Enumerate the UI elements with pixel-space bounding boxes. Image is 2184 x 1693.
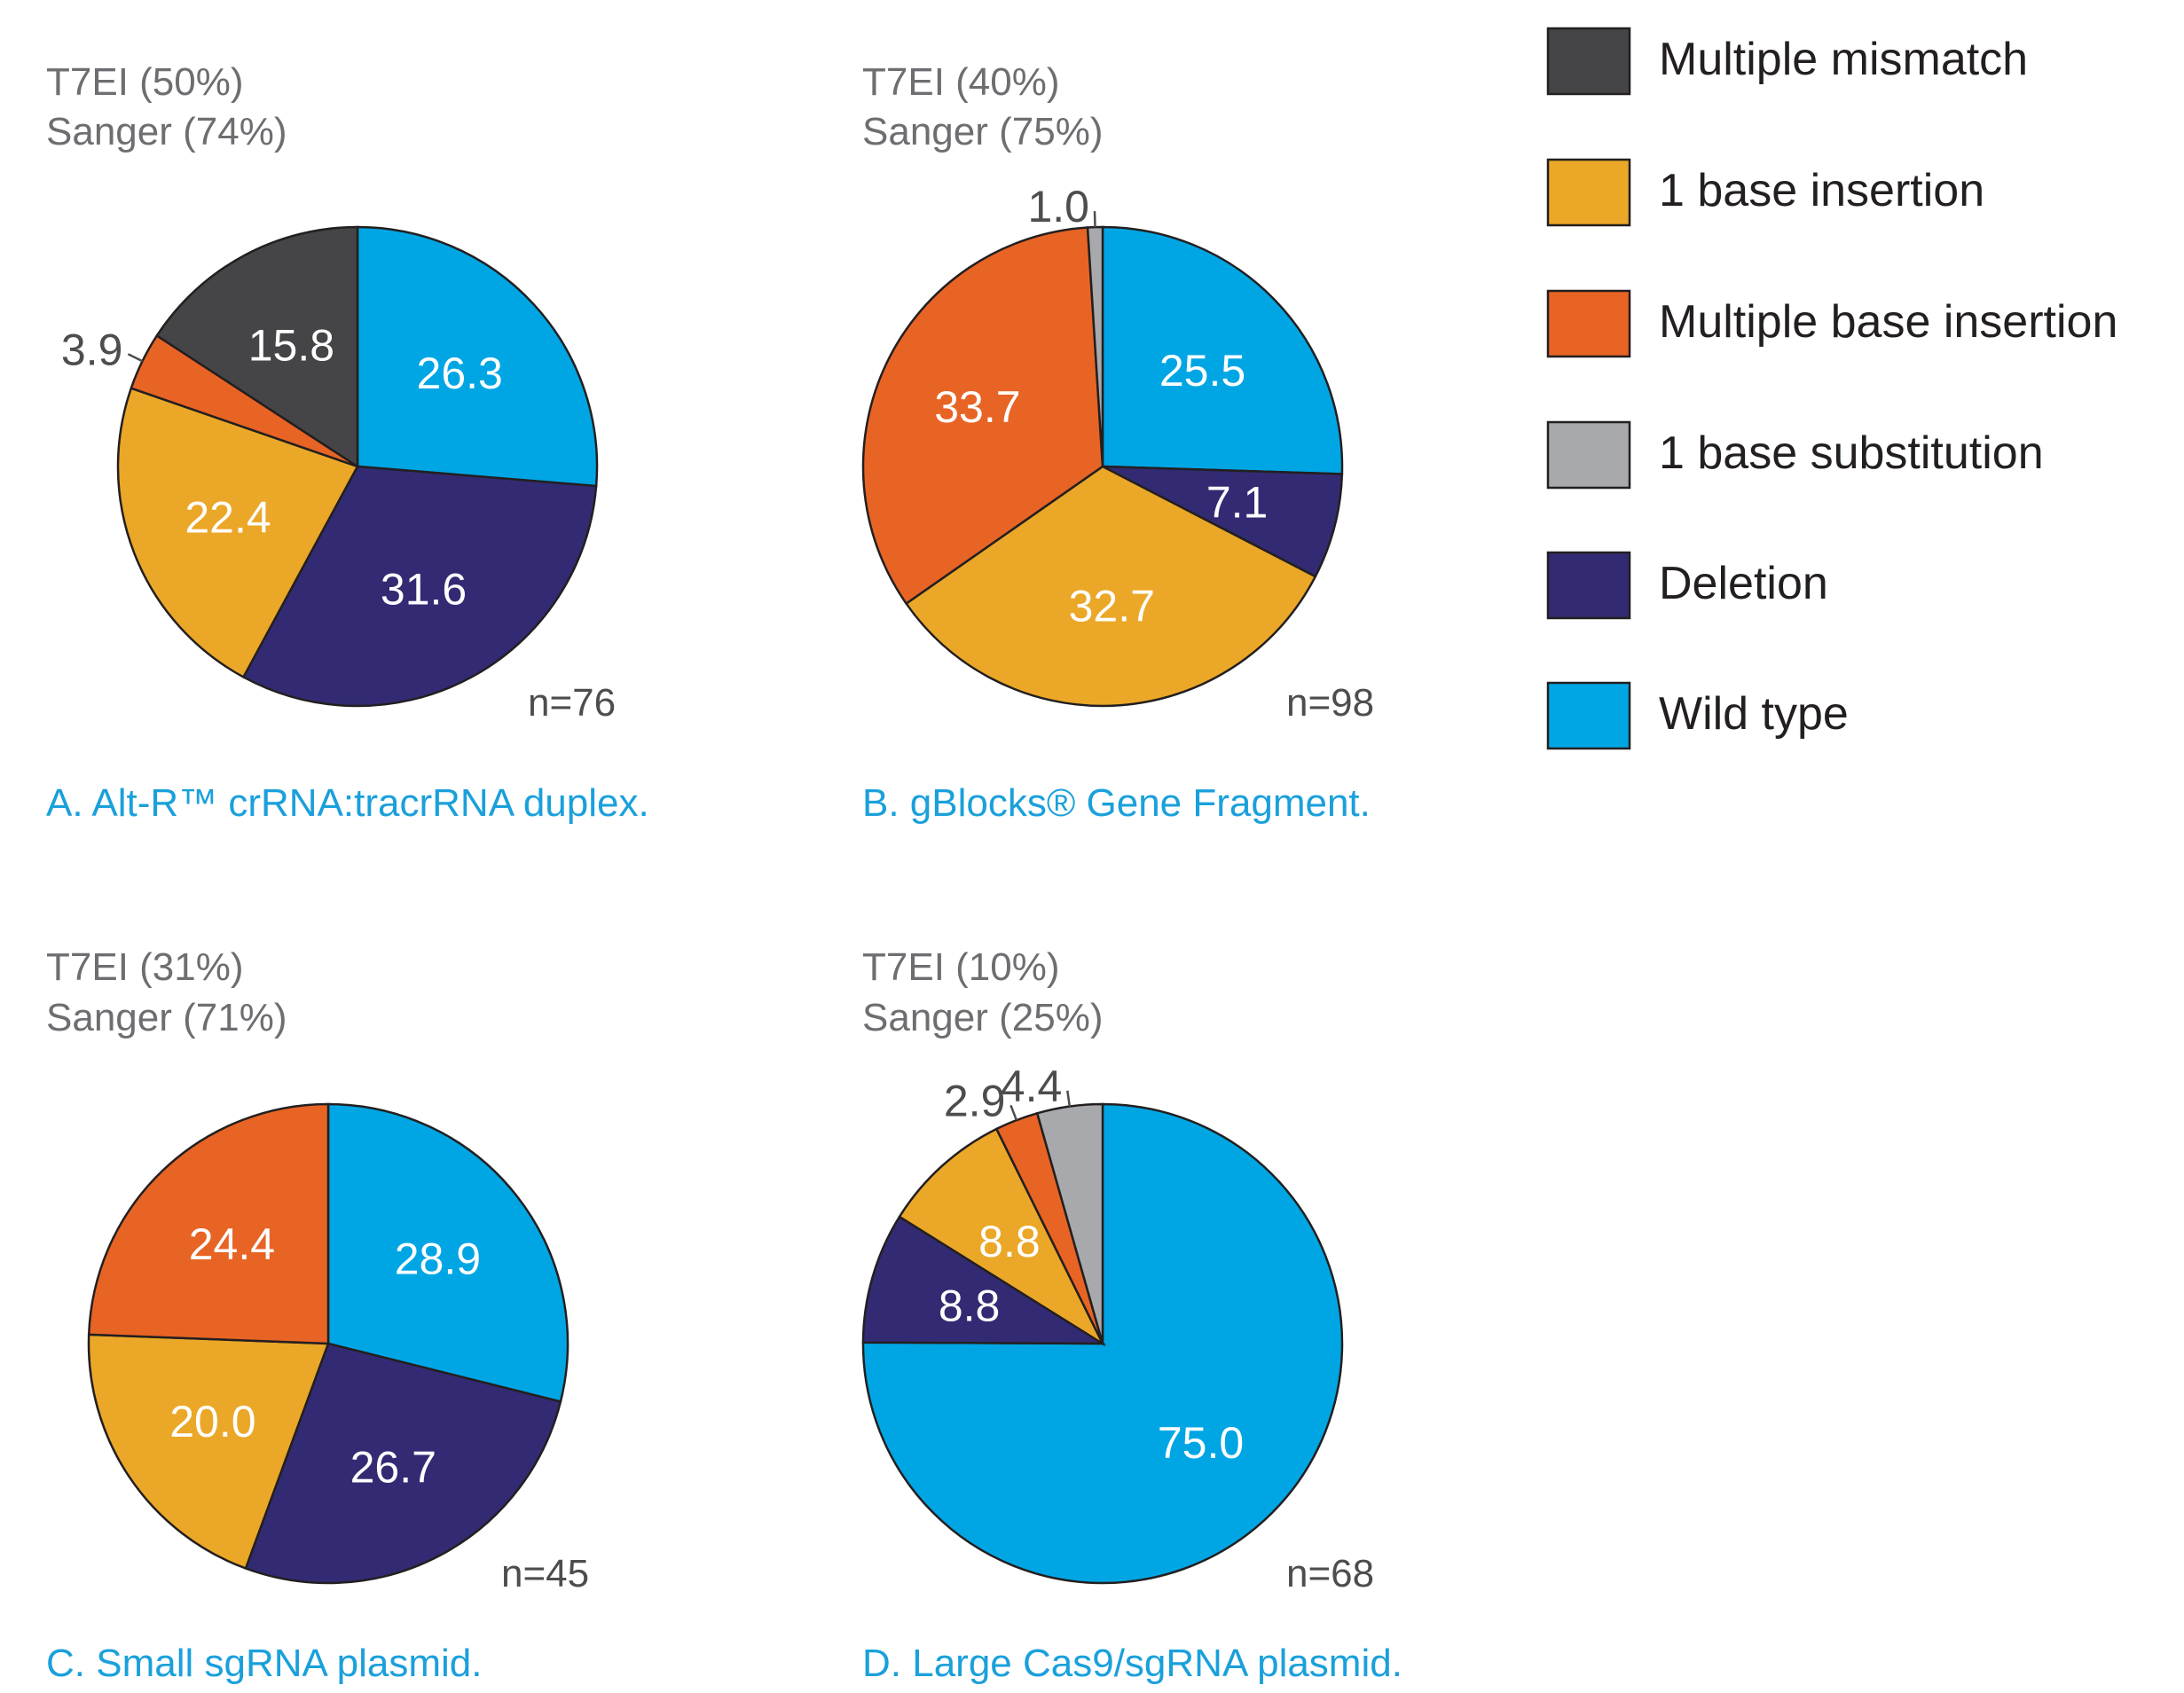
chart-c-sanger: Sanger (71%) [46,996,287,1039]
chart-a: T7EI (50%) Sanger (74%) 26.3 31.6 22.4 3.9 1… [46,60,649,825]
chart-d-caption: D. Large Cas9/sgRNA plasmid. [862,1642,1402,1685]
chart-b: T7EI (40%) Sanger (75%) 25.5 7.1 32.7 33.7 1… [861,60,1374,825]
pie-a-slice-wild-type [356,225,599,488]
chart-b-caption: B. gBlocks® Gene Fragment. [862,781,1371,825]
pie-c-slice-multiple-base-insertion [87,1102,330,1345]
pie-d-leader-one-base-substitution [1066,1090,1072,1107]
pie-b-slice-one-base-insertion [904,465,1317,708]
pie-a-label-deletion: 31.6 [381,565,467,615]
chart-b-n: n=98 [1286,681,1374,725]
legend-label-1-base-substitution: 1 base substitution [1659,427,2044,479]
chart-c: T7EI (31%) Sanger (71%) 28.9 26.7 20.0 24.4… [46,945,589,1685]
legend-label-1-base-insertion: 1 base insertion [1659,165,1984,216]
pie-c-label-deletion: 26.7 [350,1442,436,1492]
pie-a-slice-one-base-insertion [116,387,359,679]
pie-a-slice-deletion [241,465,598,708]
pie-a-label-multiple-mismatch: 15.8 [248,320,334,370]
chart-b-sanger: Sanger (75%) [862,110,1103,153]
pie-a-label-one-base-insertion: 22.4 [185,493,271,543]
chart-d-sanger: Sanger (25%) [862,996,1103,1039]
pie-d-label-one-base-insertion: 8.8 [978,1217,1041,1266]
pie-a-slice-multiple-mismatch [155,225,359,469]
pie-d-label-one-base-substitution: 4.4 [1001,1062,1063,1111]
legend-swatch-multiple-base-insertion [1546,289,1631,358]
pie-a-label-multiple-base-insertion: 3.9 [61,325,123,374]
chart-a-n: n=76 [528,681,616,725]
pie-c-slice-one-base-insertion [87,1333,330,1571]
chart-d: T7EI (10%) Sanger (25%) 75.0 8.8 8.8 2.94.4… [861,945,1402,1685]
chart-d-t7ei: T7EI (10%) [862,945,1060,989]
chart-c-caption: C. Small sgRNA plasmid. [46,1642,482,1685]
legend-swatch-1-base-insertion [1546,158,1631,227]
legend-swatch-wild-type [1546,681,1631,750]
pie-a: 26.3 31.6 22.4 3.9 15.8 [61,225,599,708]
pie-b-label-wild-type: 25.5 [1159,346,1245,396]
pie-c-slice-wild-type [326,1102,570,1404]
pie-b-slice-deletion [1102,465,1344,578]
pie-c-label-one-base-insertion: 20.0 [169,1397,255,1446]
chart-a-caption: A. Alt-R™ crRNA:tracrRNA duplex. [46,781,649,825]
chart-a-t7ei: T7EI (50%) [46,60,244,104]
pie-d-slice-wild-type [861,1102,1344,1585]
pie-d-slice-deletion [861,1215,1107,1345]
pie-b-label-multiple-base-insertion: 33.7 [934,382,1020,432]
legend-label-wild-type: Wild type [1659,688,1849,740]
pie-d-slice-one-base-insertion [898,1127,1106,1347]
chart-d-n: n=68 [1286,1552,1374,1595]
pie-d-label-multiple-base-insertion: 2.9 [944,1076,1006,1125]
pie-b-slice-wild-type [1101,225,1344,475]
pie-b-leader-one-base-substitution [1093,211,1096,228]
pie-b: 25.5 7.1 32.7 33.7 1.0 [861,182,1344,708]
chart-a-sanger: Sanger (74%) [46,110,287,153]
legend-label-multiple-base-insertion: Multiple base insertion [1659,296,2117,348]
pie-b-slice-one-base-substitution [1086,225,1104,467]
pie-b-label-one-base-substitution: 1.0 [1027,182,1089,231]
legend-swatch-1-base-substitution [1546,420,1631,490]
pie-b-slice-multiple-base-insertion [861,226,1104,606]
pie-d-label-wild-type: 75.0 [1158,1418,1244,1468]
pie-b-label-deletion: 7.1 [1206,477,1269,527]
chart-b-t7ei: T7EI (40%) [862,60,1060,104]
legend-label-deletion: Deletion [1659,558,1828,609]
legend-label-multiple-mismatch: Multiple mismatch [1659,34,2028,85]
pie-b-label-one-base-insertion: 32.7 [1069,581,1155,631]
pie-d: 75.0 8.8 8.8 2.94.4 [861,1062,1344,1585]
legend: Multiple mismatch 1 base insertion Multi… [1546,27,2117,750]
pie-c: 28.9 26.7 20.0 24.4 [87,1102,570,1585]
pie-c-label-multiple-base-insertion: 24.4 [189,1219,275,1269]
legend-swatch-multiple-mismatch [1546,27,1631,96]
chart-c-t7ei: T7EI (31%) [46,945,244,989]
pie-a-label-wild-type: 26.3 [417,349,503,398]
pie-c-label-wild-type: 28.9 [395,1234,481,1284]
chart-c-n: n=45 [501,1552,589,1595]
pie-d-leader-multiple-base-insertion [1010,1104,1018,1121]
pie-d-label-deletion: 8.8 [939,1282,1001,1331]
legend-swatch-deletion [1546,551,1631,620]
pie-c-slice-deletion [244,1342,562,1585]
pie-a-leader-multiple-base-insertion [127,353,144,363]
